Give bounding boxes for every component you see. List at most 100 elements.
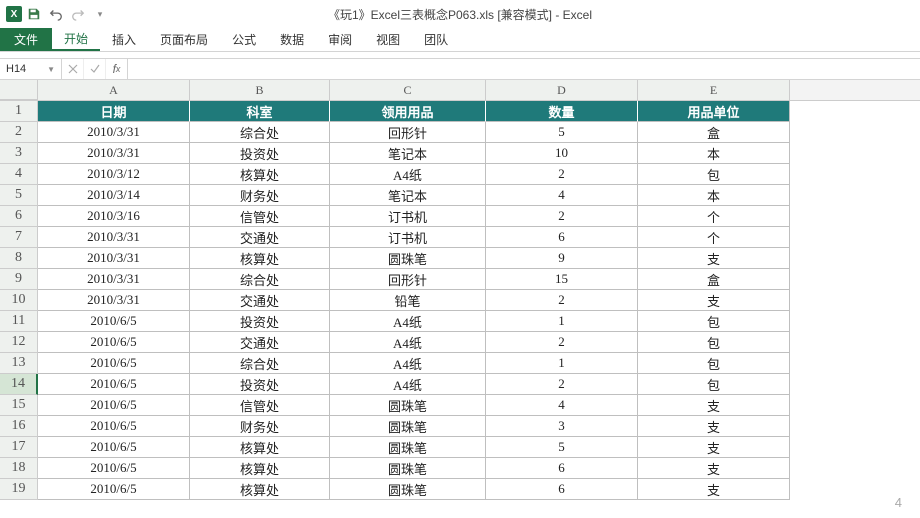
cell[interactable]: 信管处	[190, 395, 330, 416]
cell[interactable]: 2010/3/31	[38, 269, 190, 290]
row-header[interactable]: 14	[0, 374, 38, 395]
cell[interactable]: 2010/6/5	[38, 479, 190, 500]
fx-icon[interactable]: fx	[106, 59, 128, 79]
row-header[interactable]: 1	[0, 101, 38, 122]
tab-插入[interactable]: 插入	[100, 28, 148, 51]
cell[interactable]: 2010/6/5	[38, 374, 190, 395]
cell[interactable]: 1	[486, 353, 638, 374]
cell[interactable]: 2	[486, 290, 638, 311]
cell[interactable]: 2010/3/16	[38, 206, 190, 227]
row-header[interactable]: 17	[0, 437, 38, 458]
row-header[interactable]: 3	[0, 143, 38, 164]
cell[interactable]: 圆珠笔	[330, 395, 486, 416]
cell[interactable]: 铅笔	[330, 290, 486, 311]
cell[interactable]: 圆珠笔	[330, 479, 486, 500]
cell[interactable]: 盒	[638, 269, 790, 290]
cell[interactable]: 订书机	[330, 206, 486, 227]
cell[interactable]: A4纸	[330, 164, 486, 185]
column-header-E[interactable]: E	[638, 80, 790, 100]
row-header[interactable]: 16	[0, 416, 38, 437]
header-cell[interactable]: 领用用品	[330, 101, 486, 122]
cell[interactable]: 2010/3/12	[38, 164, 190, 185]
cell[interactable]: 10	[486, 143, 638, 164]
tab-团队[interactable]: 团队	[412, 28, 460, 51]
save-button[interactable]	[24, 4, 44, 24]
cell[interactable]: 个	[638, 206, 790, 227]
redo-button[interactable]	[68, 4, 88, 24]
cell[interactable]: 投资处	[190, 311, 330, 332]
cell[interactable]: 信管处	[190, 206, 330, 227]
cell[interactable]: 笔记本	[330, 185, 486, 206]
tab-file[interactable]: 文件	[0, 28, 52, 51]
cell[interactable]: 2	[486, 206, 638, 227]
cell[interactable]: 4	[486, 185, 638, 206]
cell[interactable]: 支	[638, 395, 790, 416]
header-cell[interactable]: 日期	[38, 101, 190, 122]
cell[interactable]: 2	[486, 164, 638, 185]
select-all-corner[interactable]	[0, 80, 38, 100]
cell[interactable]: 投资处	[190, 143, 330, 164]
cell[interactable]: 圆珠笔	[330, 437, 486, 458]
row-header[interactable]: 10	[0, 290, 38, 311]
cell[interactable]: 2	[486, 332, 638, 353]
cell[interactable]: A4纸	[330, 332, 486, 353]
cell[interactable]: 包	[638, 332, 790, 353]
cell[interactable]: 核算处	[190, 479, 330, 500]
row-header[interactable]: 11	[0, 311, 38, 332]
cell[interactable]: 交通处	[190, 227, 330, 248]
enter-formula-button[interactable]	[84, 59, 106, 79]
row-header[interactable]: 6	[0, 206, 38, 227]
cell[interactable]: 包	[638, 311, 790, 332]
cell[interactable]: 2010/6/5	[38, 353, 190, 374]
cell[interactable]: 核算处	[190, 437, 330, 458]
tab-页面布局[interactable]: 页面布局	[148, 28, 220, 51]
cell[interactable]: 个	[638, 227, 790, 248]
cell[interactable]: 5	[486, 437, 638, 458]
cell[interactable]: 交通处	[190, 290, 330, 311]
cell[interactable]: 2010/6/5	[38, 437, 190, 458]
cell[interactable]: 支	[638, 290, 790, 311]
column-header-B[interactable]: B	[190, 80, 330, 100]
row-header[interactable]: 19	[0, 479, 38, 500]
column-header-C[interactable]: C	[330, 80, 486, 100]
cell[interactable]: 4	[486, 395, 638, 416]
name-box[interactable]: H14 ▼	[0, 59, 62, 79]
row-header[interactable]: 2	[0, 122, 38, 143]
tab-公式[interactable]: 公式	[220, 28, 268, 51]
cell[interactable]: 本	[638, 185, 790, 206]
cell[interactable]: 5	[486, 122, 638, 143]
cell[interactable]: 包	[638, 164, 790, 185]
cell[interactable]: 2010/6/5	[38, 311, 190, 332]
row-header[interactable]: 5	[0, 185, 38, 206]
cell[interactable]: 圆珠笔	[330, 248, 486, 269]
cell[interactable]: 15	[486, 269, 638, 290]
cell[interactable]: 2010/3/31	[38, 248, 190, 269]
tab-审阅[interactable]: 审阅	[316, 28, 364, 51]
cell[interactable]: 综合处	[190, 122, 330, 143]
row-header[interactable]: 9	[0, 269, 38, 290]
cell[interactable]: 包	[638, 374, 790, 395]
cell[interactable]: 1	[486, 311, 638, 332]
tab-开始[interactable]: 开始	[52, 28, 100, 51]
cell[interactable]: 9	[486, 248, 638, 269]
cell[interactable]: 支	[638, 248, 790, 269]
cell[interactable]: 2010/6/5	[38, 332, 190, 353]
row-header[interactable]: 13	[0, 353, 38, 374]
cell[interactable]: 核算处	[190, 458, 330, 479]
cell[interactable]: 综合处	[190, 269, 330, 290]
cell[interactable]: A4纸	[330, 374, 486, 395]
cell[interactable]: 6	[486, 479, 638, 500]
cell[interactable]: 交通处	[190, 332, 330, 353]
qat-customize-button[interactable]: ▾	[90, 4, 110, 24]
header-cell[interactable]: 科室	[190, 101, 330, 122]
cell[interactable]: 本	[638, 143, 790, 164]
cell[interactable]: 2010/3/31	[38, 122, 190, 143]
cell[interactable]: 2010/3/31	[38, 290, 190, 311]
cell[interactable]: 2	[486, 374, 638, 395]
cell[interactable]: 综合处	[190, 353, 330, 374]
row-header[interactable]: 4	[0, 164, 38, 185]
cell[interactable]: 2010/3/31	[38, 143, 190, 164]
cell[interactable]: 6	[486, 458, 638, 479]
cell[interactable]: 3	[486, 416, 638, 437]
cell[interactable]: 核算处	[190, 248, 330, 269]
